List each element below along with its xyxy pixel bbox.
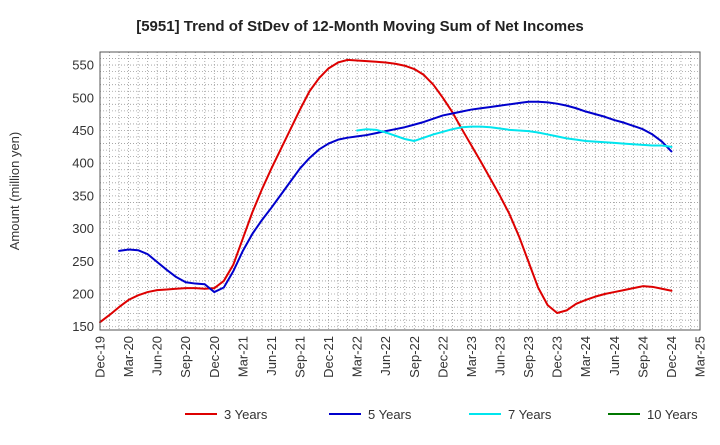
y-tick-label: 450: [72, 123, 94, 138]
y-tick-label: 500: [72, 90, 94, 105]
x-tick-label: Sep-23: [521, 336, 536, 378]
legend-label: 7 Years: [508, 407, 552, 422]
x-tick-label: Mar-20: [121, 336, 136, 377]
x-tick-label: Mar-21: [235, 336, 250, 377]
x-tick-label: Dec-23: [550, 336, 565, 378]
y-tick-label: 250: [72, 254, 94, 269]
x-tick-label: Sep-20: [178, 336, 193, 378]
x-tick-label: Jun-22: [378, 336, 393, 376]
x-tick-label: Dec-24: [664, 336, 679, 378]
y-tick-label: 550: [72, 58, 94, 73]
x-tick-label: Dec-19: [93, 336, 108, 378]
x-tick-label: Sep-21: [293, 336, 308, 378]
x-tick-label: Jun-21: [264, 336, 279, 376]
x-tick-label: Mar-25: [693, 336, 708, 377]
y-tick-label: 400: [72, 156, 94, 171]
x-tick-label: Mar-23: [464, 336, 479, 377]
axis-layer: 150 200 250 300 350 400 450 500 550 Dec-19 Mar-20 J…: [72, 51, 708, 378]
y-tick-label: 300: [72, 221, 94, 236]
legend-label: 5 Years: [368, 407, 412, 422]
series-line-7-years: [356, 125, 673, 148]
y-tick-label: 350: [72, 188, 94, 203]
chart-title: [5951] Trend of StDev of 12-Month Moving…: [136, 18, 584, 35]
series-line-3-years: [99, 58, 673, 324]
y-tick-label: 150: [72, 319, 94, 334]
series-layer: [99, 58, 673, 324]
x-tick-label: Dec-21: [321, 336, 336, 378]
x-tick-label: Sep-24: [635, 336, 650, 378]
x-tick-label: Jun-23: [493, 336, 508, 376]
series-line-5-years: [118, 100, 673, 294]
x-tick-label: Sep-22: [407, 336, 422, 378]
x-tick-label: Mar-24: [578, 336, 593, 377]
x-tick-label: Jun-24: [607, 336, 622, 376]
legend-label: 10 Years: [647, 407, 698, 422]
legend: 3 Years 5 Years 7 Years 10 Years: [185, 407, 698, 422]
x-tick-label: Mar-22: [350, 336, 365, 377]
y-axis-label: Amount (million yen): [7, 132, 22, 251]
x-tick-label: Jun-20: [150, 336, 165, 376]
plot-frame: [99, 51, 701, 331]
y-tick-label: 200: [72, 287, 94, 302]
legend-label: 3 Years: [224, 407, 268, 422]
x-tick-label: Dec-22: [435, 336, 450, 378]
x-tick-label: Dec-20: [207, 336, 222, 378]
